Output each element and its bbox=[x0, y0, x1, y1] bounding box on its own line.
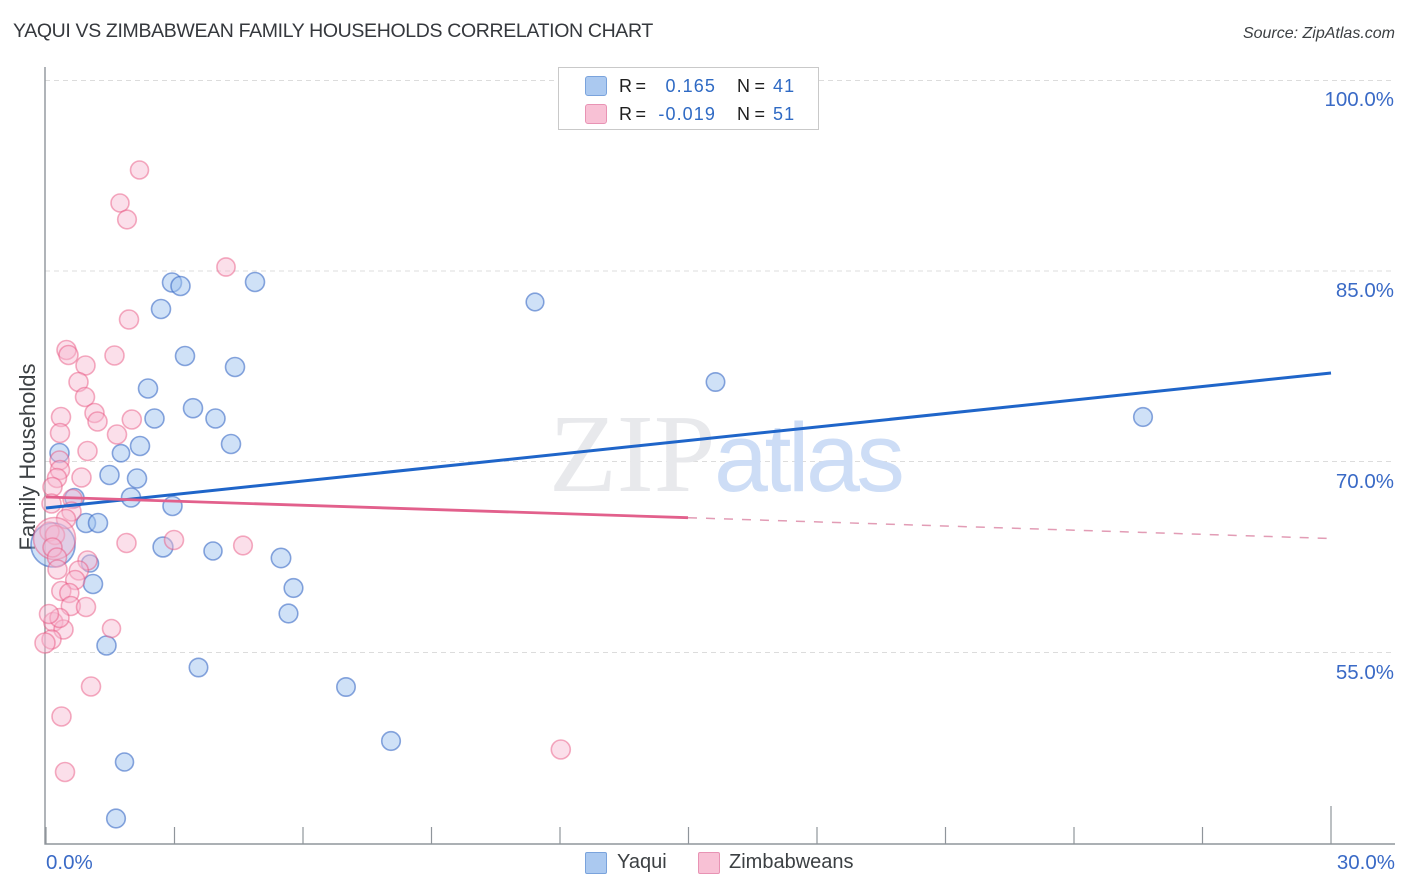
svg-text:atlas: atlas bbox=[714, 403, 901, 512]
svg-text:ZIP: ZIP bbox=[549, 393, 716, 516]
